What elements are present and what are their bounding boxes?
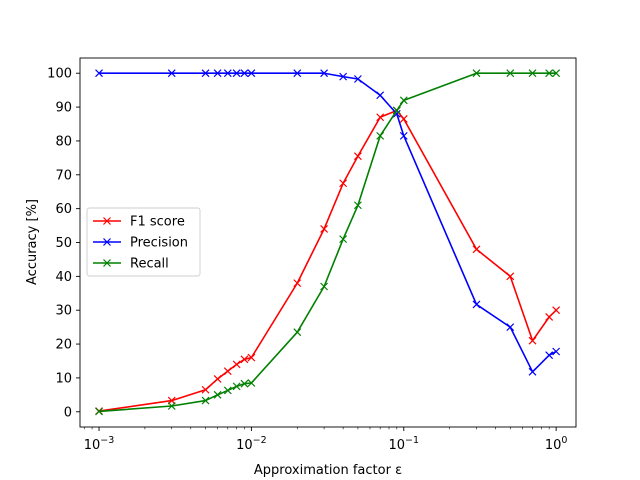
series-2-point-8 [293, 328, 302, 337]
y-tick-label: 10 [55, 371, 72, 386]
series-0-point-8 [293, 279, 302, 288]
series-0-point-12 [376, 113, 385, 122]
series-2-point-10 [339, 235, 348, 244]
series-1-point-3 [213, 69, 222, 78]
series-2-point-17 [528, 69, 537, 78]
x-tick-exponent: 0 [561, 435, 567, 446]
series-2-point-6 [240, 379, 249, 388]
series-2-point-4 [223, 386, 232, 395]
series-0-point-17 [528, 336, 537, 345]
series-0-point-4 [223, 367, 232, 376]
legend-marker [103, 238, 111, 246]
series-1-point-19 [552, 347, 561, 356]
series-1-point-10 [339, 72, 348, 81]
series-0-point-14 [399, 115, 408, 123]
series-0-point-18 [545, 313, 554, 321]
series-2-point-2 [201, 396, 210, 405]
y-axis-label: Accuracy [%] [25, 199, 40, 285]
x-tick-base: 10 [545, 438, 562, 453]
series-2-point-11 [353, 201, 362, 210]
series-2-point-0 [95, 407, 103, 416]
series-1-point-7 [247, 69, 256, 78]
plot-area [95, 69, 561, 416]
y-tick-label: 100 [47, 67, 72, 82]
legend: F1 score Precision Recall [86, 207, 201, 277]
x-tick-exponent: −2 [253, 435, 267, 446]
series-0-point-10 [339, 179, 348, 188]
legend-label: F1 score [130, 215, 185, 230]
y-tick-label: 60 [55, 202, 72, 217]
legend-label: Precision [130, 236, 188, 251]
series-1-point-9 [320, 69, 329, 78]
series-1-point-2 [201, 69, 210, 78]
series-1-point-0 [95, 69, 103, 78]
legend-label: Recall [130, 257, 169, 272]
series-1-point-6 [240, 69, 249, 78]
series-1-point-12 [376, 91, 385, 100]
y-tick-label: 20 [55, 338, 72, 353]
series-1-point-16 [506, 323, 515, 332]
legend-box [86, 207, 201, 277]
series-2-point-19 [552, 69, 561, 78]
y-tick-label: 80 [55, 134, 72, 149]
series-0-point-7 [247, 353, 256, 362]
series-2-point-5 [232, 382, 241, 391]
legend-marker [103, 217, 111, 225]
series-1-point-1 [167, 69, 176, 78]
series-2-point-7 [247, 379, 256, 387]
series-1-point-4 [223, 69, 232, 78]
x-tick-label: 10−3 [84, 435, 115, 453]
series-0-point-19 [552, 306, 561, 315]
y-tick-label: 50 [55, 236, 72, 251]
series-line-1 [99, 72, 557, 373]
series-1-point-13 [392, 109, 401, 118]
legend-marker [103, 259, 111, 267]
series-0-point-3 [213, 375, 222, 383]
series-2-point-14 [399, 96, 408, 105]
series-0-point-11 [353, 152, 362, 161]
series-1-point-15 [472, 300, 481, 309]
series-1-point-8 [293, 69, 302, 78]
series-0-point-2 [201, 385, 210, 394]
series-2-point-13 [392, 106, 401, 115]
series-0-point-15 [472, 245, 481, 254]
y-tick-label: 0 [64, 405, 72, 420]
x-tick-label: 100 [545, 435, 568, 453]
series-2-point-16 [506, 69, 515, 78]
series-1-point-11 [353, 75, 362, 83]
series-2-point-9 [320, 282, 329, 291]
series-2-point-18 [545, 69, 554, 78]
series-1-point-17 [528, 367, 537, 376]
series-2-point-12 [376, 131, 385, 140]
series-0-point-5 [232, 360, 241, 369]
series-2-point-3 [213, 390, 222, 399]
series-1-point-5 [232, 69, 241, 78]
x-axis-label: Approximation factor ε [254, 463, 402, 478]
y-tick-label: 90 [55, 101, 72, 116]
x-axis: 10−3 10−2 10−1 100 [84, 427, 568, 453]
series-1-point-14 [399, 131, 408, 140]
series-1-point-18 [545, 351, 554, 360]
x-tick-base: 10 [388, 438, 405, 453]
y-axis: 0 10 20 30 40 50 60 70 80 90 100 [47, 67, 80, 420]
y-tick-label: 70 [55, 168, 72, 183]
x-tick-exponent: −1 [405, 435, 419, 446]
x-tick-label: 10−2 [236, 435, 267, 453]
series-0-point-6 [240, 355, 249, 364]
series-0-point-16 [506, 272, 515, 281]
x-tick-label: 10−1 [388, 435, 419, 453]
y-tick-label: 30 [55, 304, 72, 319]
x-tick-exponent: −3 [100, 435, 114, 446]
series-line-2 [98, 72, 557, 413]
x-tick-base: 10 [236, 438, 253, 453]
x-tick-base: 10 [84, 438, 101, 453]
series-2-point-15 [472, 69, 481, 78]
series-0-point-9 [320, 225, 329, 233]
y-tick-label: 40 [55, 270, 72, 285]
series-2-point-1 [167, 402, 176, 410]
